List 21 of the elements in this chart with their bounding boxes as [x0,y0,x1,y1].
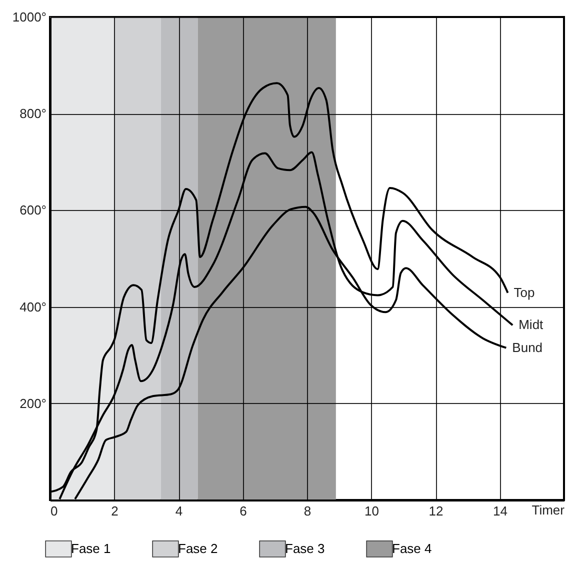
y-tick-label: 400° [20,299,46,314]
x-tick-label: 10 [364,504,379,518]
legend-label: Fase 1 [71,540,111,556]
x-tick-label: 0 [50,504,58,518]
x-axis-title: Timer [532,502,566,518]
x-tick-label: 2 [111,504,118,518]
y-tick-label: 600° [20,202,46,218]
legend-label: Fase 3 [285,540,325,556]
x-tick-label: 4 [175,504,183,518]
x-tick-label: 14 [493,504,508,518]
legend-label: Fase 4 [392,540,432,556]
y-tick-label: 200° [20,396,46,411]
series-label: Midt [518,317,544,332]
series-label: Top [514,284,535,300]
x-tick-label: 12 [428,504,444,518]
x-tick-label: 6 [240,504,247,518]
x-tick-label: 8 [304,504,312,518]
legend-label: Fase 2 [178,540,218,556]
series-label: Bund [512,340,543,355]
y-tick-label: 1000° [12,10,46,24]
y-tick-label: 800° [20,106,46,122]
